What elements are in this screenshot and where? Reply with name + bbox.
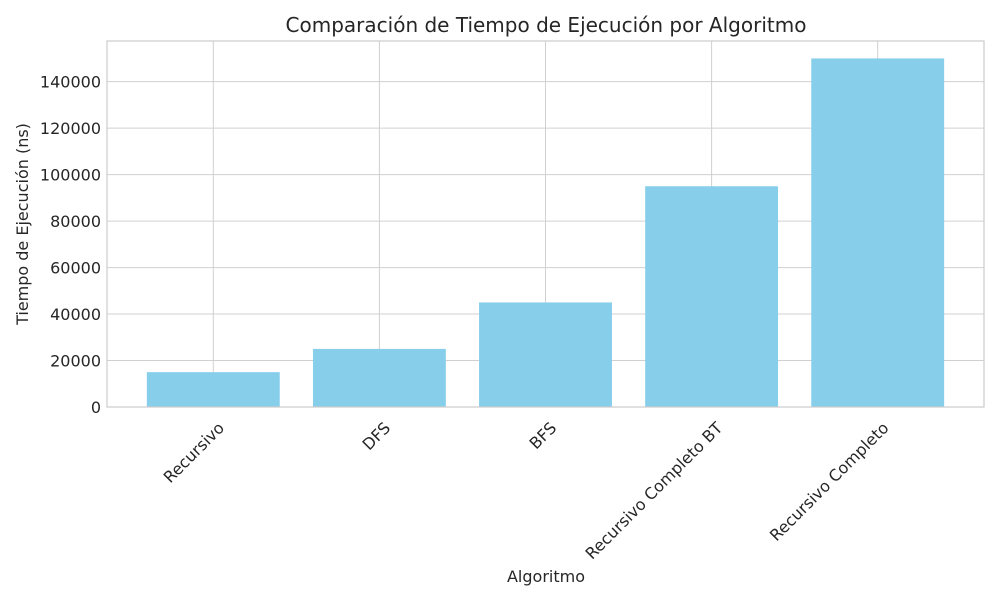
bar-recursivo	[146, 372, 280, 407]
plot-frame	[106, 40, 985, 408]
y-tick-label: 100000	[40, 166, 101, 185]
chart-title: Comparación de Tiempo de Ejecución por A…	[286, 13, 807, 37]
x-tick-labels: Recursivo DFS BFS Recursivo Completo BT Recu…	[160, 418, 893, 563]
y-tick-label: 0	[91, 398, 101, 417]
y-axis-label: Tiempo de Ejecución (ns)	[13, 123, 32, 326]
y-tick-label: 80000	[50, 212, 101, 231]
bar-recursivo-completo-bt	[645, 186, 779, 407]
x-axis-label: Algoritmo	[507, 567, 585, 586]
bars	[146, 58, 945, 408]
x-tick-label: BFS	[526, 418, 561, 453]
x-tick-label: DFS	[359, 418, 395, 454]
y-tick-label: 140000	[40, 73, 101, 92]
bar-recursivo-completo	[811, 58, 945, 408]
y-tick-label: 120000	[40, 119, 101, 138]
y-tick-label: 40000	[50, 305, 101, 324]
y-tick-label: 20000	[50, 352, 101, 371]
x-tick-label: Recursivo	[160, 418, 228, 486]
y-tick-label: 60000	[50, 259, 101, 278]
y-tick-labels: 0 20000 40000 60000 80000 100000 120000 140000	[40, 73, 101, 417]
bar-bfs	[479, 302, 612, 407]
x-tick-label: Recursivo Completo BT	[582, 418, 727, 563]
x-tick-label: Recursivo Completo	[766, 418, 893, 545]
bar-dfs	[312, 348, 446, 407]
